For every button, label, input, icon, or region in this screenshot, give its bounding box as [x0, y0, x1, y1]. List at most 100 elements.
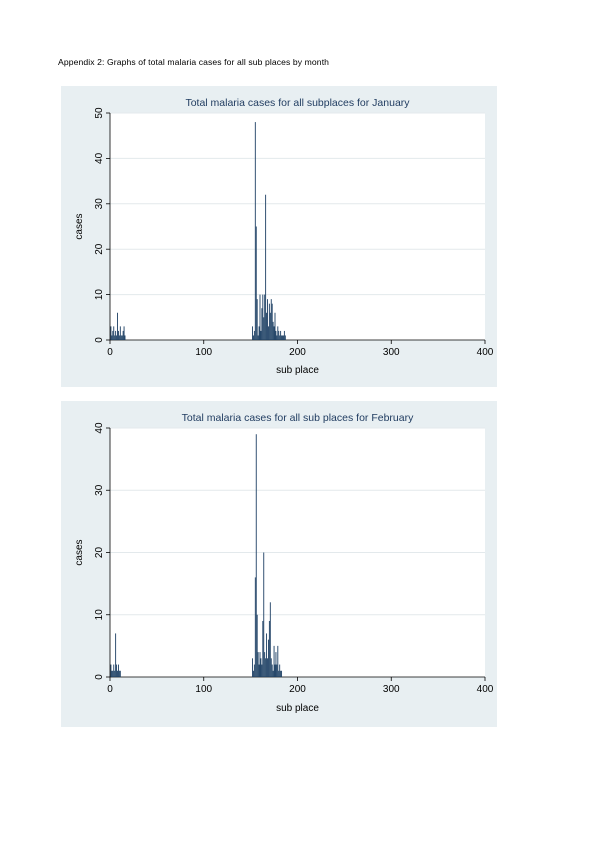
- bar: [271, 664, 273, 677]
- bar: [113, 326, 115, 340]
- x-tick-label: 0: [107, 684, 113, 695]
- bar: [275, 652, 277, 677]
- bar: [270, 658, 272, 677]
- bar: [118, 335, 120, 340]
- bar: [256, 614, 258, 677]
- chart-title: Total malaria cases for all sub places f…: [182, 412, 414, 424]
- bar: [269, 312, 271, 340]
- bar: [252, 335, 254, 340]
- bar: [123, 326, 125, 340]
- y-tick-label: 10: [94, 289, 105, 301]
- bar: [276, 335, 278, 340]
- x-tick-label: 300: [383, 684, 400, 695]
- bar: [265, 194, 267, 340]
- bar: [113, 664, 115, 677]
- chart-january: 0 10 20 30 40 50 0 100 200 300 400 Total malaria ca…: [74, 97, 494, 376]
- y-axis-label: cases: [74, 213, 85, 239]
- bar: [282, 335, 283, 340]
- y-tick-label: 40: [94, 152, 105, 164]
- chart-panel-february: 0 10 20 30 40 0 100 200 300 400 Total malaria case…: [61, 401, 497, 727]
- bar: [263, 317, 265, 340]
- y-tick-label: 20: [94, 243, 105, 255]
- bar: [280, 330, 282, 340]
- bar: [114, 670, 116, 677]
- bar: [256, 299, 258, 340]
- bar: [269, 602, 271, 677]
- bar: [115, 633, 117, 677]
- x-tick-label: 400: [477, 684, 494, 695]
- chart-panel-january: 0 10 20 30 40 50 0 100 200 300 400 Total malaria ca…: [61, 86, 497, 387]
- y-tick-label: 40: [94, 422, 105, 434]
- x-tick-label: 400: [477, 347, 494, 358]
- bar: [116, 664, 118, 677]
- y-tick-label: 20: [94, 547, 105, 559]
- y-axis-label: cases: [74, 539, 85, 565]
- bar: [255, 226, 257, 340]
- y-tick-label: 0: [94, 337, 105, 343]
- x-tick-label: 100: [195, 347, 212, 358]
- bar: [117, 670, 118, 677]
- bar: [260, 658, 262, 677]
- y-tick-label: 30: [94, 198, 105, 210]
- x-tick-label: 0: [107, 347, 113, 358]
- bar: [112, 330, 114, 340]
- bar: [264, 294, 266, 340]
- bar: [259, 294, 261, 340]
- bar: [281, 670, 283, 677]
- bar: [275, 330, 277, 340]
- x-axis-label: sub place: [276, 365, 319, 376]
- bar: [254, 577, 256, 677]
- bar: [121, 335, 123, 340]
- bar: [111, 335, 113, 340]
- y-tick-label: 30: [94, 484, 105, 496]
- bar: [116, 335, 118, 340]
- bar: [252, 658, 253, 677]
- bar: [265, 658, 267, 677]
- x-tick-label: 200: [289, 347, 306, 358]
- bar: [284, 335, 286, 340]
- bar: [262, 294, 264, 340]
- bar: [267, 658, 268, 677]
- bar: [266, 312, 268, 340]
- bar: [119, 670, 121, 677]
- bar: [260, 330, 262, 340]
- bar: [117, 312, 118, 340]
- y-tick-label: 50: [94, 107, 105, 119]
- bar: [253, 664, 255, 677]
- y-tick-label: 0: [94, 674, 105, 680]
- bar: [279, 335, 281, 340]
- bar: [268, 620, 270, 677]
- bar: [110, 326, 112, 340]
- bar: [267, 326, 269, 340]
- bar: [282, 335, 284, 340]
- bar: [261, 664, 263, 677]
- bar: [268, 303, 270, 340]
- bar: [122, 330, 124, 340]
- x-tick-label: 300: [383, 347, 400, 358]
- bar: [264, 652, 266, 677]
- bar: [279, 664, 281, 677]
- bar: [267, 639, 269, 677]
- bar: [270, 299, 272, 340]
- plot-area: [110, 113, 485, 340]
- bar: [255, 434, 257, 677]
- bar: [252, 326, 253, 340]
- bar: [115, 330, 117, 340]
- bar: [273, 645, 275, 677]
- bar: [272, 321, 274, 340]
- x-tick-label: 200: [289, 684, 306, 695]
- bar: [257, 335, 259, 340]
- bar: [258, 664, 260, 677]
- x-tick-label: 100: [195, 684, 212, 695]
- bar: [277, 326, 279, 340]
- bar: [252, 670, 254, 677]
- bar: [283, 330, 285, 340]
- bar: [274, 664, 276, 677]
- bar: [261, 308, 263, 340]
- bar: [281, 335, 283, 340]
- bar: [120, 335, 122, 340]
- appendix-caption: Appendix 2: Graphs of total malaria case…: [58, 57, 330, 67]
- bar: [273, 326, 275, 340]
- bar: [278, 330, 280, 340]
